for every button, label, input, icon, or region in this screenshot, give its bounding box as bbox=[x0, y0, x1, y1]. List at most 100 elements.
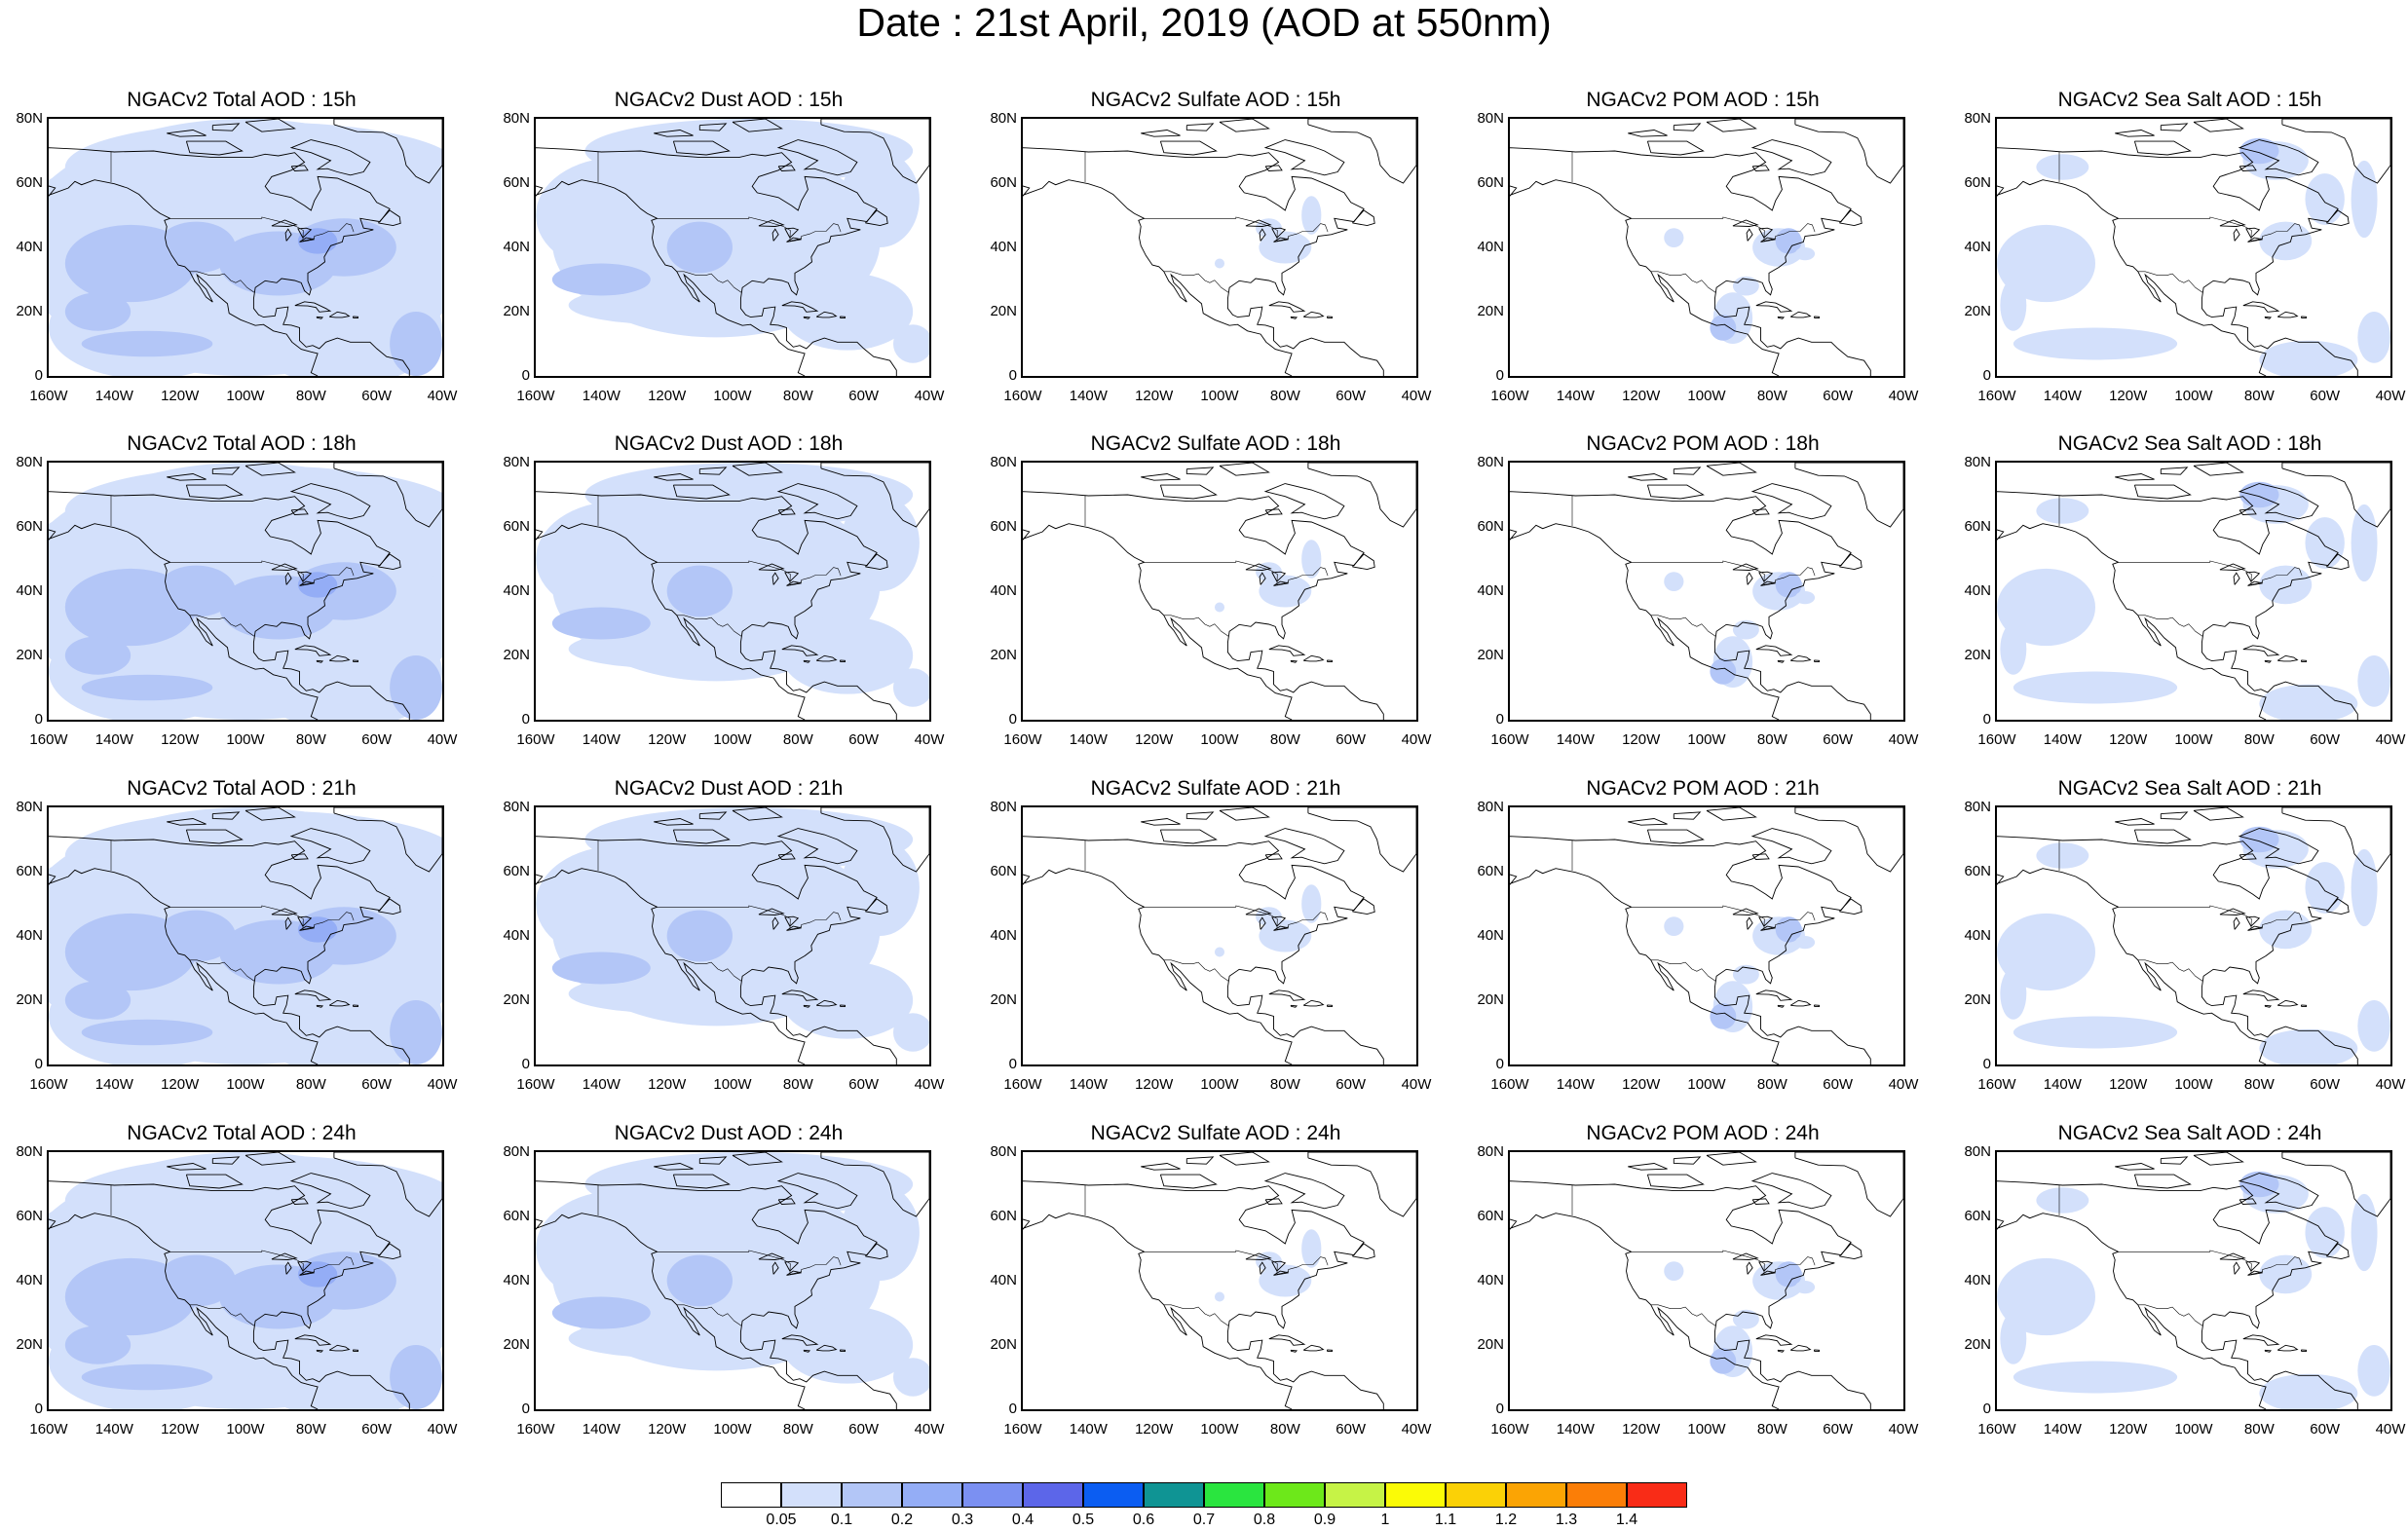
aod-shading-region bbox=[1794, 1281, 1816, 1294]
map-panel-seasalt-21h: NGACv2 Sea Salt AOD : 21h 0 20N 40N 60N 80N 16… bbox=[1948, 776, 2405, 1107]
lat-tick-label: 20N bbox=[1477, 647, 1504, 663]
coastline bbox=[839, 1004, 846, 1008]
coastline bbox=[49, 523, 319, 720]
lon-tick-label: 140W bbox=[2043, 388, 2082, 404]
lon-tick-label: 40W bbox=[2375, 731, 2406, 748]
political-border bbox=[657, 1250, 842, 1275]
coastline bbox=[820, 1152, 929, 1217]
coastline bbox=[672, 484, 731, 500]
coastline bbox=[2276, 654, 2299, 662]
coastline bbox=[1185, 467, 1215, 475]
coastline bbox=[1263, 828, 1345, 865]
map-plot-area bbox=[1508, 461, 1905, 722]
coastline bbox=[698, 467, 728, 475]
coastline bbox=[1307, 1152, 1416, 1217]
coastline bbox=[536, 523, 806, 720]
coastline bbox=[352, 1004, 358, 1008]
coastline bbox=[654, 818, 694, 826]
panel-title: NGACv2 Total AOD : 18h bbox=[127, 432, 357, 455]
aod-map-svg bbox=[1510, 1152, 1903, 1409]
coastline bbox=[284, 228, 292, 242]
political-border bbox=[1144, 1250, 1329, 1275]
aod-colorbar: 0.05 0.1 0.2 0.3 0.4 0.5 0.6 0.7 0.8 0.9 1 1.1 1.2 1.… bbox=[721, 1482, 1687, 1531]
coastline bbox=[2233, 572, 2240, 585]
aod-shading-region bbox=[64, 1155, 442, 1246]
lat-tick-label: 0 bbox=[1982, 1056, 1991, 1072]
aod-shading-region bbox=[551, 607, 651, 640]
coastline bbox=[2239, 165, 2257, 171]
coastline bbox=[1813, 659, 1820, 663]
lon-tick-label: 80W bbox=[1756, 731, 1787, 748]
coastline bbox=[1758, 1260, 1774, 1272]
coastline bbox=[732, 807, 783, 821]
coastline bbox=[654, 130, 694, 137]
aod-map-svg bbox=[1997, 119, 2390, 376]
coastline bbox=[1023, 1213, 1293, 1409]
aod-shading-region bbox=[64, 466, 442, 556]
lon-tick-label: 100W bbox=[713, 1076, 752, 1093]
coastline bbox=[316, 316, 324, 319]
political-border bbox=[676, 959, 742, 982]
coastline bbox=[1646, 829, 1705, 844]
lon-tick-label: 40W bbox=[427, 388, 458, 404]
political-border bbox=[676, 1304, 742, 1326]
lon-tick-label: 120W bbox=[1622, 388, 1661, 404]
coastline bbox=[771, 572, 779, 585]
panel-title: NGACv2 Sulfate AOD : 21h bbox=[1090, 777, 1341, 800]
aod-map-svg bbox=[49, 463, 442, 720]
coastline bbox=[290, 853, 309, 860]
political-border bbox=[169, 905, 355, 930]
coastline bbox=[1646, 484, 1705, 500]
colorbar-label: 0.5 bbox=[1072, 1512, 1095, 1528]
coastline bbox=[1706, 1152, 1757, 1166]
coastline bbox=[1813, 1349, 1820, 1353]
lat-tick-label: 20N bbox=[503, 991, 530, 1008]
lon-tick-label: 80W bbox=[1756, 388, 1787, 404]
coastline bbox=[1326, 316, 1333, 319]
lon-tick-label: 120W bbox=[2109, 731, 2148, 748]
aod-shading-region bbox=[157, 565, 236, 617]
lat-tick-label: 20N bbox=[990, 303, 1017, 319]
coastline bbox=[1813, 1004, 1820, 1008]
lat-tick-label: 40N bbox=[990, 582, 1017, 599]
aod-shading-region bbox=[551, 952, 651, 985]
lat-tick-label: 20N bbox=[990, 991, 1017, 1008]
aod-shading-region bbox=[1301, 196, 1322, 235]
coastline bbox=[1628, 818, 1668, 826]
coastline bbox=[784, 915, 800, 927]
political-border bbox=[169, 216, 355, 242]
map-panel-total-21h: NGACv2 Total AOD : 21h 0 20N 40N 60N 80N 160W 1… bbox=[0, 776, 457, 1107]
coastline bbox=[2238, 828, 2319, 865]
map-plot-area bbox=[1995, 805, 2392, 1066]
coastline bbox=[1302, 654, 1325, 662]
coastline bbox=[1750, 1173, 1832, 1210]
coastline bbox=[49, 1180, 410, 1409]
coastline bbox=[352, 316, 358, 319]
lat-tick-label: 60N bbox=[16, 1208, 43, 1224]
aod-shading-region bbox=[390, 312, 442, 376]
map-plot-area bbox=[534, 117, 931, 378]
aod-shading-region bbox=[64, 981, 132, 1020]
colorbar-label: 0.1 bbox=[830, 1512, 853, 1528]
coastline bbox=[2300, 659, 2307, 663]
aod-shading-region bbox=[892, 668, 929, 707]
coastline bbox=[289, 139, 371, 176]
aod-shading-region bbox=[2259, 565, 2313, 605]
lat-tick-label: 0 bbox=[1008, 711, 1017, 728]
lat-tick-label: 60N bbox=[503, 518, 530, 535]
coastline bbox=[771, 916, 779, 930]
coastline bbox=[2281, 463, 2390, 528]
aod-shading-region bbox=[716, 186, 881, 277]
colorbar-swatch bbox=[1204, 1482, 1264, 1508]
lon-tick-label: 140W bbox=[94, 1421, 133, 1438]
map-plot-area bbox=[47, 117, 444, 378]
lon-tick-label: 160W bbox=[1003, 388, 1042, 404]
coastline bbox=[2300, 1004, 2307, 1008]
aod-shading-region bbox=[81, 1363, 213, 1391]
lat-tick-label: 40N bbox=[1477, 239, 1504, 255]
lat-tick-label: 60N bbox=[16, 174, 43, 191]
coastline bbox=[1271, 571, 1287, 582]
coastline bbox=[1219, 119, 1270, 132]
colorbar-label: 1.1 bbox=[1434, 1512, 1457, 1528]
aod-shading-region bbox=[2239, 137, 2279, 165]
